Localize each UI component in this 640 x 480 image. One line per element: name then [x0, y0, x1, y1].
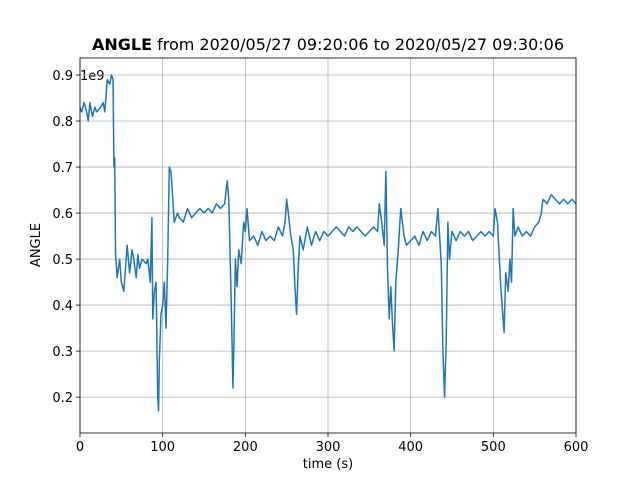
x-axis-label: time (s): [303, 457, 353, 472]
chart-title: ANGLE from 2020/05/27 09:20:06 to 2020/0…: [92, 35, 564, 54]
y-tick-label: 0.2: [52, 391, 73, 406]
y-tick-label: 0.9: [52, 69, 73, 84]
title-text: from 2020/05/27 09:20:06 to 2020/05/27 0…: [157, 35, 564, 54]
x-tick-label: 500: [481, 440, 506, 455]
x-tick-label: 400: [398, 440, 423, 455]
x-tick-label: 100: [150, 440, 175, 455]
y-tick-label: 0.3: [52, 345, 73, 360]
y-tick-label: 0.7: [52, 161, 73, 176]
data-line: [79, 74, 577, 412]
title-name: ANGLE: [92, 35, 152, 54]
x-tick-label: 600: [564, 440, 589, 455]
x-tick-label: 300: [316, 440, 341, 455]
x-tick-label: 0: [76, 440, 84, 455]
y-tick-label: 0.8: [52, 115, 73, 130]
x-tick-label: 200: [233, 440, 258, 455]
plot-frame: [79, 57, 577, 434]
y-tick-label: 0.4: [52, 299, 73, 314]
y-tick-label: 0.5: [52, 253, 73, 268]
y-axis-label: ANGLE: [29, 223, 44, 267]
y-offset: 1e9: [80, 69, 105, 84]
y-tick-label: 0.6: [52, 207, 73, 222]
